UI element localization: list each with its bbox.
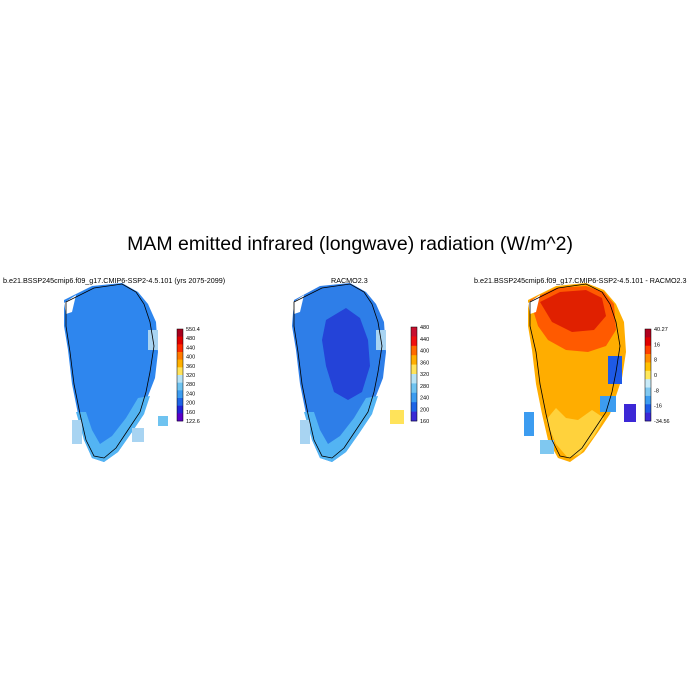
colorbar-swatch [177,413,183,422]
colorbar-swatch [645,337,651,347]
coast-cell-panel-3 [540,440,554,454]
colorbar-tick-label: 160 [186,410,195,416]
colorbar-swatch [411,345,417,356]
colorbar-swatch [411,355,417,365]
iceland-cell-panel-1 [158,416,168,426]
coastline-panel-2 [293,283,383,459]
colorbar-tick-label: 480 [420,325,429,331]
colorbar-swatch [411,392,417,403]
coastline-panel-3 [529,283,621,459]
colorbar-tick-label: 280 [186,382,195,388]
colorbar-swatch [645,379,651,388]
panel-2-subtitle: RACMO2.3 [331,276,368,285]
colorbar-swatch [645,362,651,372]
colorbar-tick-label: 550.4 [186,327,200,333]
panel-3-subtitle: b.e21.BSSP245cmip6.f09_g17.CMIP6-SSP2-4.… [474,276,687,285]
colorbar-tick-label: 16 [654,342,660,348]
panel-1-colorbar: 550.4 480 440 400 360 320 280 240 200 160 122.6 [176,327,200,425]
colorbar-tick-label: 440 [186,345,195,351]
colorbar-swatch [177,405,183,414]
colorbar-tick-label: 240 [186,391,195,397]
coastal-band-panel-2 [304,396,378,462]
colorbar-swatch [411,327,417,337]
colorbar-swatch [177,336,183,345]
panel-3-colorbar: 40.27 16 8 0 -8 -16 -34.56 [644,327,670,425]
colorbar-swatch [645,395,651,405]
colorbar-tick-label: 8 [654,358,657,364]
figure-title: MAM emitted infrared (longwave) radiatio… [127,233,573,255]
colorbar-swatch [411,336,417,347]
colorbar-tick-label: -34.56 [654,419,670,425]
colorbar-swatch [177,359,183,368]
colorbar-swatch [177,390,183,399]
coast-cell-panel-2 [300,420,310,444]
colorbar-outline [410,326,418,422]
colorbar-swatch [645,354,651,363]
iceland-cell-panel-2 [390,410,404,424]
coastline-panel-1 [65,283,155,459]
colorbar-tick-label: 400 [186,355,195,361]
colorbar-outline [176,328,184,422]
colorbar-swatch [645,345,651,355]
colorbar-tick-label: 40.27 [654,327,668,333]
colorbar-swatch [411,374,417,384]
colorbar-tick-label: 0 [654,373,657,379]
white-gap-panel-3 [528,295,540,314]
coast-cell-panel-3 [608,356,622,384]
colorbar-tick-label: -16 [654,404,662,410]
colorbar-swatch [177,398,183,406]
white-gap-panel-1 [64,295,76,314]
interior-panel-2 [322,308,370,400]
panel-1-subtitle: b.e21.BSSP245cmip6.f09_g17.CMIP6-SSP2-4.… [3,276,226,285]
colorbar-swatch [645,404,651,413]
colorbar-outline [644,328,652,422]
panel-3-field [524,283,636,462]
colorbar-tick-label: 320 [186,373,195,379]
colorbar-swatch [411,383,417,394]
coast-cell-panel-1 [72,420,82,444]
colorbar-swatch [411,364,417,375]
colorbar-swatch [177,375,183,383]
colorbar-tick-label: 160 [420,419,429,425]
colorbar-swatch [177,329,183,337]
coastal-band-panel-1 [76,396,150,462]
colorbar-swatch [177,367,183,376]
coast-cell-panel-3 [524,412,534,436]
colorbar-swatch [411,411,417,422]
colorbar-swatch [645,370,651,380]
colorbar-tick-label: 200 [420,407,429,413]
colorbar-tick-label: 122.6 [186,419,200,425]
colorbar-tick-label: 240 [420,396,429,402]
colorbar-tick-label: -8 [654,388,659,394]
colorbar-tick-label: 360 [420,360,429,366]
colorbar-swatch [177,352,183,360]
panel-1-field [64,283,168,462]
colorbar-swatch [645,412,651,422]
coast-cell-panel-1 [132,428,144,442]
colorbar-swatch [645,329,651,338]
iceland-cell-panel-3 [624,404,636,422]
panel-2-field [292,283,404,462]
south-band-panel-3 [546,408,604,458]
colorbar-tick-label: 360 [186,364,195,370]
colorbar-tick-label: 480 [186,336,195,342]
colorbar-tick-label: 280 [420,384,429,390]
colorbar-tick-label: 440 [420,337,429,343]
colorbar-tick-label: 200 [186,401,195,407]
colorbar-tick-label: 400 [420,349,429,355]
colorbar-swatch [177,382,183,391]
colorbar-swatch [645,387,651,397]
colorbar-swatch [177,344,183,353]
white-gap-panel-2 [292,295,304,314]
colorbar-swatch [411,402,417,412]
north-peak-panel-3 [540,290,606,332]
panel-2-colorbar: 480 440 400 360 320 280 240 200 160 [410,325,429,425]
colorbar-tick-label: 320 [420,372,429,378]
